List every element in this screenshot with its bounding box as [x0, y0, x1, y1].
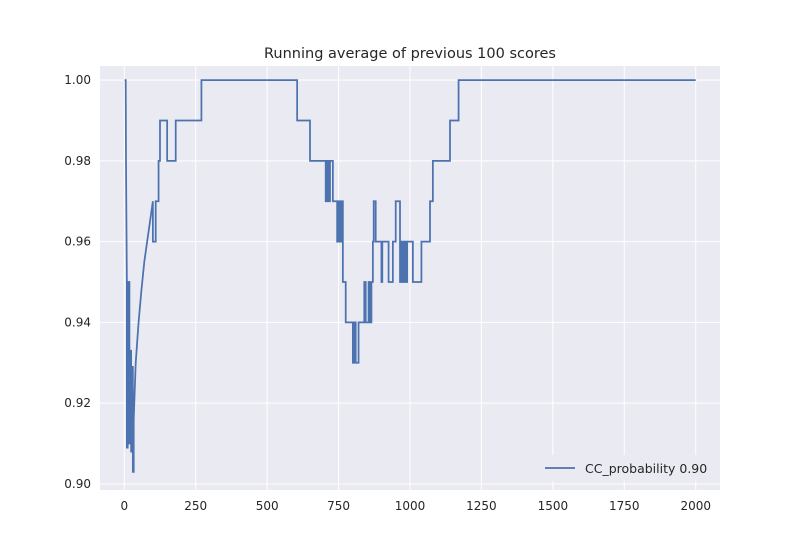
y-tick-label: 0.94 [64, 315, 91, 329]
x-tick-label: 1750 [609, 499, 640, 513]
x-tick-label: 250 [184, 499, 207, 513]
x-tick-label: 1250 [466, 499, 497, 513]
y-tick-label: 0.96 [64, 235, 91, 249]
x-tick-label: 0 [120, 499, 128, 513]
chart-title: Running average of previous 100 scores [264, 46, 556, 62]
series-line [124, 79, 696, 473]
y-tick-label: 0.92 [64, 396, 91, 410]
legend: CC_probability 0.90 [536, 455, 712, 481]
x-tick-label: 1500 [538, 499, 569, 513]
y-tick-label: 0.98 [64, 154, 91, 168]
x-tick-label: 2000 [680, 499, 711, 513]
x-tick-label: 500 [256, 499, 279, 513]
legend-label: CC_probability 0.90 [585, 461, 707, 476]
y-tick-label: 1.00 [64, 73, 91, 87]
x-axis: 0 250 500 750 1000 1250 1500 1750 2000 [120, 499, 711, 513]
y-axis: 0.90 0.92 0.94 0.96 0.98 1.00 [64, 73, 91, 491]
grid [100, 66, 720, 490]
x-tick-label: 750 [327, 499, 350, 513]
y-tick-label: 0.90 [64, 477, 91, 491]
x-tick-label: 1000 [395, 499, 426, 513]
